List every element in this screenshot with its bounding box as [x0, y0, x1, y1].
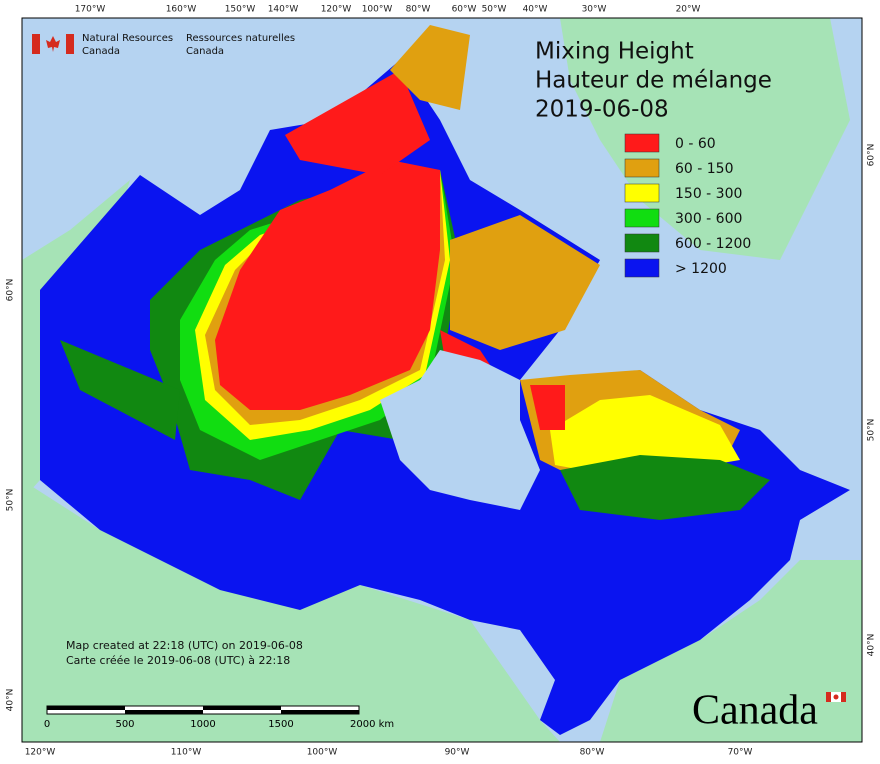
grat-top: 40°W [523, 5, 548, 15]
flag-bar [32, 34, 40, 54]
wordmark-leaf [833, 694, 839, 700]
hudson-bay [380, 350, 540, 510]
south-green [560, 455, 770, 520]
grat-top: 160°W [166, 5, 197, 15]
grat-bottom: 100°W [307, 748, 338, 758]
legend-swatch [624, 233, 660, 253]
legend-label: 60 - 150 [675, 161, 734, 177]
bc-green [60, 340, 180, 440]
legend-swatch [624, 258, 660, 278]
arctic-red [285, 70, 430, 175]
scale-label: 1500 [268, 719, 293, 730]
grat-top: 80°W [406, 5, 431, 15]
legend: 0 - 60 60 - 150 150 - 300 300 - 600 600 - 12… [624, 133, 751, 278]
scale-seg [125, 710, 203, 714]
credit-fr: Carte créée le 2019-06-08 (UTC) à 22:18 [66, 654, 290, 667]
title: Mixing Height [535, 39, 694, 65]
grat-bottom: 90°W [445, 748, 470, 758]
grat-top: 20°W [676, 5, 701, 15]
agency-fr: Canada [186, 46, 224, 57]
grat-top: 100°W [362, 5, 393, 15]
scale-seg [203, 706, 281, 710]
quebec-red [530, 385, 565, 430]
legend-swatch [624, 158, 660, 178]
scale-seg [47, 706, 125, 710]
legend-swatch [624, 208, 660, 228]
grat-bottom: 110°W [171, 748, 202, 758]
grat-top: 170°W [75, 5, 106, 15]
grat-top: 30°W [582, 5, 607, 15]
grat-left: 50°N [6, 489, 16, 512]
scale-label: 1000 [190, 719, 215, 730]
legend-label: > 1200 [675, 261, 727, 277]
wordmark: Canada [692, 688, 818, 734]
credit-en: Map created at 22:18 (UTC) on 2019-06-08 [66, 639, 303, 652]
grat-bottom: 120°W [25, 748, 56, 758]
scale-seg [281, 710, 359, 714]
legend-label: 150 - 300 [675, 186, 742, 202]
title: Hauteur de mélange [535, 68, 772, 94]
quebec-yellow [550, 395, 740, 475]
flag-bar [66, 34, 74, 54]
legend-swatch [624, 183, 660, 203]
grat-top: 50°W [482, 5, 507, 15]
grat-right: 50°N [867, 419, 877, 442]
title-date: 2019-06-08 [535, 97, 669, 123]
grat-top: 150°W [225, 5, 256, 15]
scale-label: 2000 km [350, 719, 394, 730]
grat-right: 40°N [867, 634, 877, 657]
scale-label: 500 [115, 719, 134, 730]
grat-top: 140°W [268, 5, 299, 15]
legend-swatch [624, 133, 660, 153]
grat-left: 40°N [6, 689, 16, 712]
zone-red [215, 160, 440, 410]
usa [22, 480, 560, 742]
greenland [560, 18, 850, 260]
grat-bottom: 80°W [580, 748, 605, 758]
agency-fr: Ressources naturelles [186, 33, 295, 44]
scale-label: 0 [44, 719, 50, 730]
baffin-orange [450, 215, 600, 350]
grat-bottom: 70°W [728, 748, 753, 758]
ellesmere-orange [390, 25, 470, 110]
flag-leaf [46, 36, 60, 52]
grat-right: 60°N [867, 144, 877, 167]
legend-label: 0 - 60 [675, 136, 716, 152]
legend-label: 600 - 1200 [675, 236, 751, 252]
grat-top: 120°W [321, 5, 352, 15]
grat-top: 60°W [452, 5, 477, 15]
grat-left: 60°N [6, 279, 16, 302]
usa-east [600, 560, 862, 742]
frame [21, 17, 863, 743]
agency-en: Canada [82, 46, 120, 57]
legend-label: 300 - 600 [675, 211, 742, 227]
agency-en: Natural Resources [82, 33, 173, 44]
